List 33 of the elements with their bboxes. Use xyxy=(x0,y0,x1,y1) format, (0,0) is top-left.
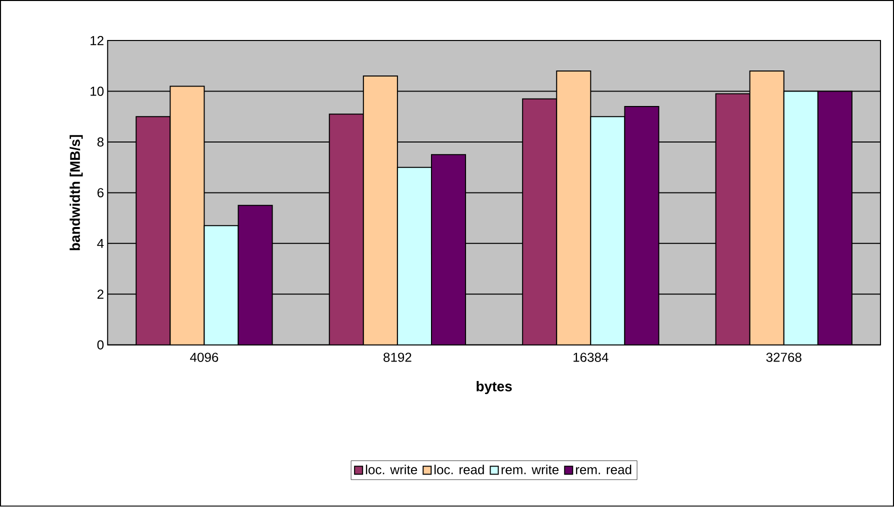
x-tick-label: 8192 xyxy=(384,352,412,362)
y-tick-label: 12 xyxy=(90,36,104,46)
bar xyxy=(170,86,205,346)
bar xyxy=(430,154,466,346)
bar xyxy=(136,116,171,346)
bar xyxy=(238,205,273,346)
legend-label: rem. read xyxy=(576,464,632,475)
bar xyxy=(204,225,239,346)
bar xyxy=(715,94,750,346)
x-tick-label: 16384 xyxy=(574,352,608,362)
x-axis-title: bytes xyxy=(476,381,512,394)
x-tick-label: 32768 xyxy=(766,352,802,362)
bar xyxy=(783,90,818,346)
bar xyxy=(817,90,852,346)
bar xyxy=(556,70,592,346)
y-tick-label: 10 xyxy=(90,86,104,96)
legend-label: loc. write xyxy=(366,464,418,475)
bar xyxy=(396,167,432,346)
y-tick-label: 0 xyxy=(97,340,104,350)
bar xyxy=(522,98,558,346)
legend-label: loc. read xyxy=(434,464,484,475)
y-axis-title: bandwidth [MB/s] xyxy=(70,135,83,250)
y-tick-label: 2 xyxy=(98,290,104,299)
x-tick-label: 4096 xyxy=(190,352,218,362)
bar xyxy=(362,76,398,346)
y-tick-label: 4 xyxy=(97,239,104,248)
y-tick-label: 6 xyxy=(98,188,104,198)
legend-label: rem. write xyxy=(502,464,559,475)
bar xyxy=(590,116,626,346)
bar xyxy=(749,70,784,346)
y-tick-label: 8 xyxy=(97,138,104,147)
bar xyxy=(624,106,660,346)
bar xyxy=(328,114,364,346)
